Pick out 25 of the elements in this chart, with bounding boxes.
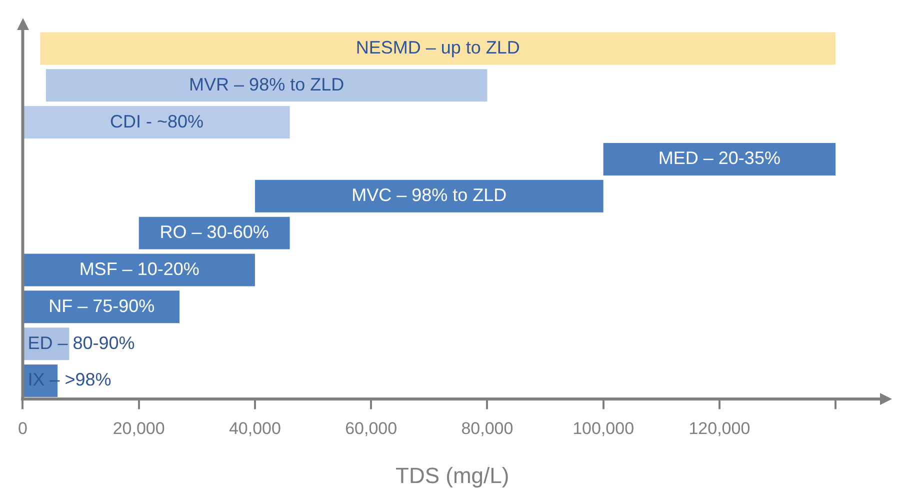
- y-tick-label: ED – 80-90%: [28, 332, 135, 353]
- x-tick-label: 60,000: [345, 419, 398, 438]
- bar: [138, 216, 290, 250]
- x-tick-label: 100,000: [572, 419, 634, 438]
- bar: [603, 142, 836, 176]
- y-tick-label: MVC – 98% to ZLD: [352, 185, 507, 206]
- bar: [24, 290, 180, 324]
- bar: [24, 106, 290, 139]
- x-axis-title: TDS (mg/L): [396, 462, 510, 488]
- y-tick-label: CDI - ~80%: [110, 111, 204, 132]
- x-tick-label: 0: [18, 419, 28, 438]
- x-tick-label: 20,000: [112, 419, 165, 438]
- bar: [254, 180, 604, 212]
- y-tick-label: NESMD – up to ZLD: [356, 37, 520, 58]
- y-tick-label: MSF – 10-20%: [79, 258, 200, 279]
- x-tick-label: 40,000: [228, 419, 281, 438]
- x-tick-label: 80,000: [461, 419, 514, 438]
- bar: [24, 254, 255, 286]
- bar: [40, 32, 836, 65]
- bar: [46, 69, 488, 102]
- y-tick-label: MED – 20-35%: [658, 148, 780, 168]
- x-tick-label: 120,000: [688, 419, 750, 438]
- y-tick-label: MVR – 98% to ZLD: [189, 74, 344, 94]
- y-tick-label: NF – 75-90%: [48, 296, 155, 316]
- y-tick-label: RO – 30-60%: [160, 222, 269, 242]
